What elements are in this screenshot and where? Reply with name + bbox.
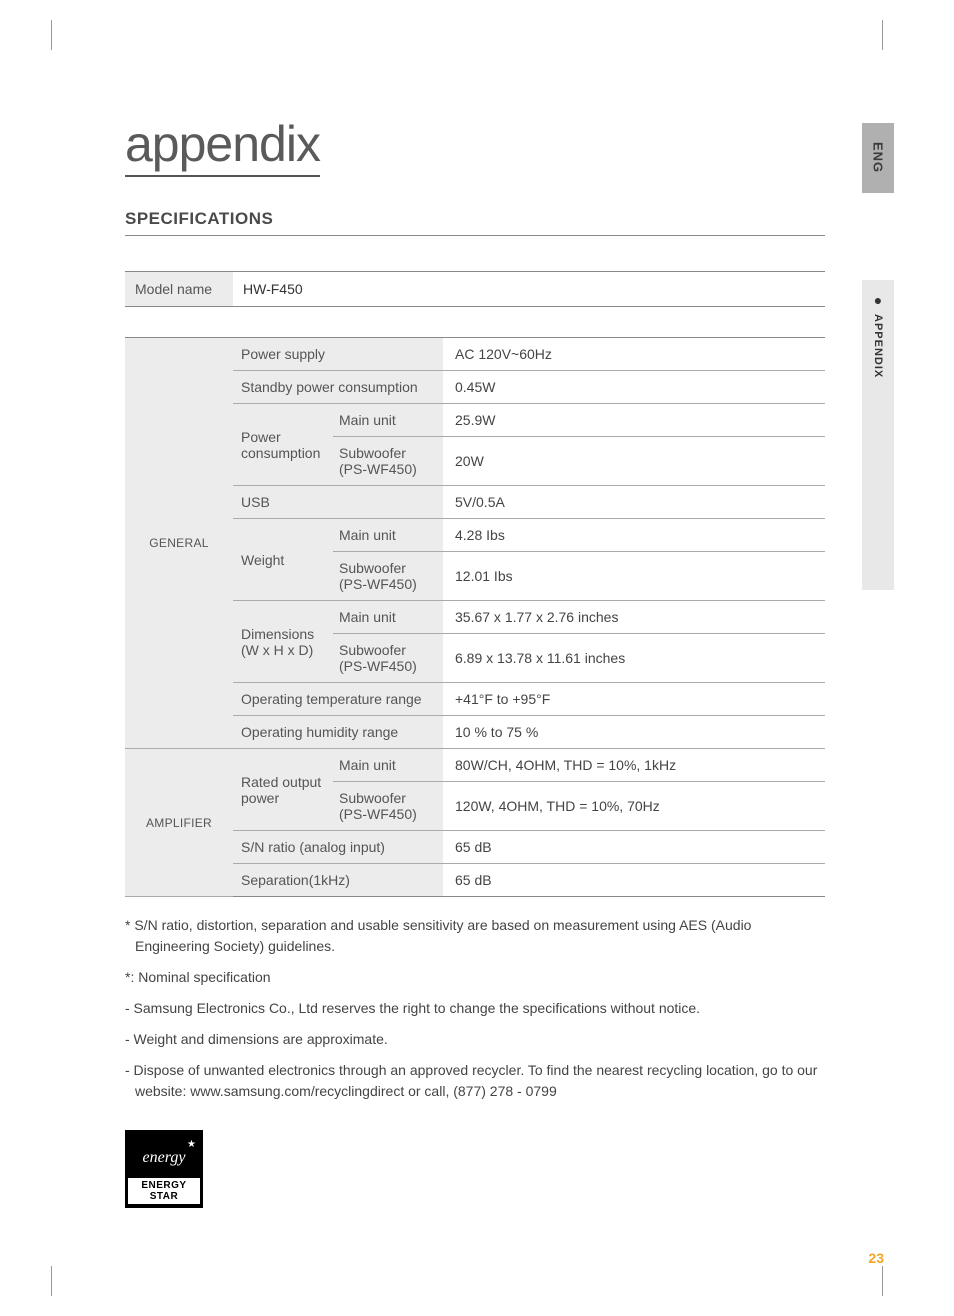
spec-value: 10 % to 75 %	[443, 716, 825, 749]
spec-value: 0.45W	[443, 371, 825, 404]
spec-sublabel: Subwoofer (PS-WF450)	[333, 552, 443, 601]
model-name-value: HW-F450	[233, 272, 825, 307]
spec-sublabel: Main unit	[333, 749, 443, 782]
spec-value: AC 120V~60Hz	[443, 338, 825, 371]
spec-label: Rated output power	[233, 749, 333, 831]
spec-value: 6.89 x 13.78 x 11.61 inches	[443, 634, 825, 683]
footnote: - Weight and dimensions are approximate.	[125, 1029, 825, 1050]
spec-label: Power supply	[233, 338, 443, 371]
spec-label: Power consumption	[233, 404, 333, 486]
page-content: appendix SPECIFICATIONS Model name HW-F4…	[0, 0, 954, 1238]
spec-value: 25.9W	[443, 404, 825, 437]
spec-value: +41°F to +95°F	[443, 683, 825, 716]
spec-label: Weight	[233, 519, 333, 601]
spec-value: 5V/0.5A	[443, 486, 825, 519]
spec-sublabel: Subwoofer (PS-WF450)	[333, 437, 443, 486]
energy-star-logo: ★ energy ENERGY STAR	[125, 1130, 203, 1208]
model-name-table: Model name HW-F450	[125, 271, 825, 307]
footnote: *: Nominal specification	[125, 967, 825, 988]
spec-sublabel: Main unit	[333, 519, 443, 552]
spec-value: 35.67 x 1.77 x 2.76 inches	[443, 601, 825, 634]
energy-star-label: ENERGY STAR	[128, 1178, 200, 1204]
star-icon: ★	[187, 1139, 196, 1150]
section-general-label: GENERAL	[125, 338, 233, 749]
spec-value: 4.28 Ibs	[443, 519, 825, 552]
crop-mark	[882, 1266, 894, 1296]
spec-sublabel: Main unit	[333, 601, 443, 634]
section-heading: SPECIFICATIONS	[125, 209, 825, 236]
energy-star-script: energy	[143, 1149, 186, 1167]
spec-label: Operating temperature range	[233, 683, 443, 716]
spec-value: 65 dB	[443, 864, 825, 897]
spec-sublabel: Subwoofer (PS-WF450)	[333, 634, 443, 683]
spec-label: Operating humidity range	[233, 716, 443, 749]
page-number: 23	[868, 1250, 884, 1266]
spec-sublabel: Subwoofer (PS-WF450)	[333, 782, 443, 831]
spec-label: USB	[233, 486, 443, 519]
model-name-label: Model name	[125, 272, 233, 307]
footnote: - Dispose of unwanted electronics throug…	[125, 1060, 825, 1102]
spec-sublabel: Main unit	[333, 404, 443, 437]
spec-label: S/N ratio (analog input)	[233, 831, 443, 864]
spec-label: Dimensions (W x H x D)	[233, 601, 333, 683]
footnote: * S/N ratio, distortion, separation and …	[125, 915, 825, 957]
page-title: appendix	[125, 115, 320, 177]
spec-value: 65 dB	[443, 831, 825, 864]
crop-mark	[40, 1266, 52, 1296]
specifications-table: GENERAL Power supply AC 120V~60Hz Standb…	[125, 337, 825, 897]
spec-label: Separation(1kHz)	[233, 864, 443, 897]
spec-value: 80W/CH, 4OHM, THD = 10%, 1kHz	[443, 749, 825, 782]
spec-value: 120W, 4OHM, THD = 10%, 70Hz	[443, 782, 825, 831]
footnote: - Samsung Electronics Co., Ltd reserves …	[125, 998, 825, 1019]
section-amplifier-label: AMPLIFIER	[125, 749, 233, 897]
spec-label: Standby power consumption	[233, 371, 443, 404]
spec-value: 20W	[443, 437, 825, 486]
spec-value: 12.01 Ibs	[443, 552, 825, 601]
footnotes: * S/N ratio, distortion, separation and …	[125, 915, 825, 1102]
